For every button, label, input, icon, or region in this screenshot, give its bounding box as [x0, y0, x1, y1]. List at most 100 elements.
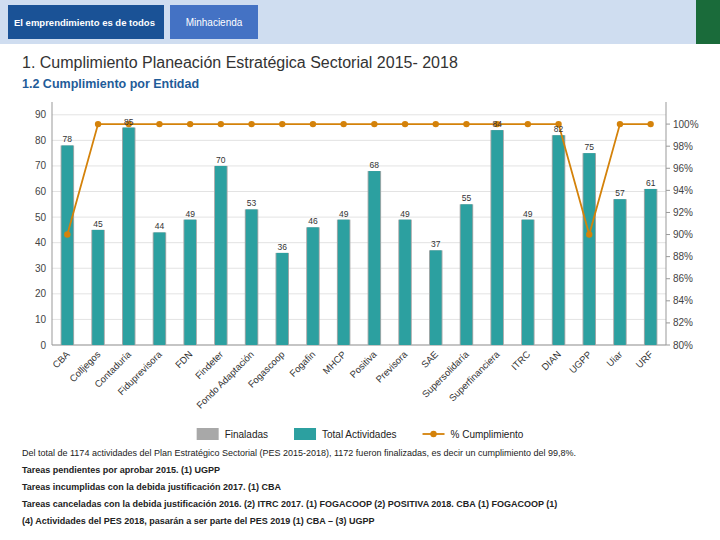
data-label: 45 — [93, 219, 103, 229]
x-tick-label: Previsora — [373, 348, 410, 385]
line-marker — [248, 121, 254, 127]
bar — [430, 250, 442, 345]
y2-tick — [666, 322, 670, 323]
y2-axis-line — [666, 102, 667, 345]
bar — [306, 227, 320, 345]
bar — [614, 199, 626, 345]
title: 1. Cumplimiento Planeación Estratégica S… — [22, 54, 458, 71]
legend-item: % Cumplimiento — [423, 429, 524, 440]
bar — [184, 220, 196, 345]
bar — [553, 135, 565, 345]
y-tick-label: 40 — [35, 237, 47, 248]
axes: 010203040506070809080%82%84%86%88%90%92%… — [35, 102, 699, 411]
header-text: El emprendimiento es de todos — [14, 17, 155, 28]
legend-item: Finaladas — [197, 428, 268, 440]
bar — [644, 189, 658, 345]
bar — [245, 209, 259, 345]
data-labels: 7845854449705336464968493755844982755761 — [63, 117, 656, 252]
line-marker — [525, 121, 531, 127]
data-label: 68 — [370, 160, 380, 170]
header-box — [170, 5, 258, 39]
y2-tick-label: 92% — [673, 207, 693, 218]
line-marker — [310, 121, 316, 127]
legend-label: Total Actividades — [322, 429, 397, 440]
x-tick-label: DIAN — [539, 349, 563, 373]
grid-line — [52, 114, 666, 115]
bar — [429, 250, 443, 345]
y2-tick — [666, 190, 670, 191]
y2-tick-label: 80% — [673, 340, 693, 351]
data-label: 46 — [308, 216, 318, 226]
y2-tick-label: 98% — [673, 141, 693, 152]
line-marker — [371, 121, 377, 127]
y-tick-label: 90 — [35, 109, 47, 120]
line-marker — [218, 121, 224, 127]
line-marker — [617, 121, 623, 127]
y-tick-label: 80 — [35, 135, 47, 146]
bar — [154, 232, 166, 345]
bar-series — [62, 128, 657, 345]
x-tick-label: Fiduprevisora — [115, 348, 164, 397]
data-label: 44 — [155, 221, 165, 231]
legend-label: % Cumplimiento — [451, 429, 524, 440]
x-axis-line — [52, 345, 666, 346]
line-marker — [586, 231, 592, 237]
line-marker — [463, 121, 469, 127]
grid-line — [52, 217, 666, 218]
data-label: 36 — [278, 242, 288, 252]
x-tick-label: SAE — [419, 349, 440, 370]
data-label: 75 — [585, 142, 595, 152]
y2-tick — [666, 345, 670, 346]
y-tick-label: 10 — [35, 314, 47, 325]
x-tick-label: ITRC — [509, 349, 533, 373]
data-label: 82 — [554, 124, 564, 134]
data-label: 49 — [185, 209, 195, 219]
data-label: 53 — [247, 198, 257, 208]
y-tick-label: 70 — [35, 160, 47, 171]
header: El emprendimiento es de todosMinhacienda — [0, 0, 720, 44]
bar — [338, 220, 350, 345]
bar — [491, 130, 503, 345]
x-tick-label: URF — [633, 349, 655, 371]
line-marker — [187, 121, 193, 127]
footer-text: Del total de 1174 actividades del Plan E… — [22, 448, 576, 458]
y2-tick — [666, 168, 670, 169]
footer-text: Tareas pendientes por aprobar 2015. (1) … — [22, 465, 220, 475]
y2-tick — [666, 234, 670, 235]
line-marker — [433, 121, 439, 127]
bar — [461, 204, 473, 345]
bar — [122, 128, 136, 345]
chart: El emprendimiento es de todosMinhacienda… — [0, 0, 720, 540]
footer-text: Tareas canceladas con la debida justific… — [22, 499, 557, 509]
y-tick-label: 30 — [35, 263, 47, 274]
data-label: 49 — [400, 209, 410, 219]
bar — [645, 189, 657, 345]
y2-tick — [666, 300, 670, 301]
y-tick-label: 50 — [35, 212, 47, 223]
data-label: 37 — [431, 239, 441, 249]
data-label: 84 — [492, 119, 502, 129]
x-tick-label: Fogafin — [287, 349, 317, 379]
bar — [123, 128, 135, 345]
y-tick-label: 0 — [40, 340, 46, 351]
bar — [398, 220, 412, 345]
y2-tick-label: 96% — [673, 163, 693, 174]
line-marker — [64, 231, 70, 237]
bar — [368, 171, 382, 345]
footer-text: Tareas incumplidas con la debida justifi… — [22, 482, 281, 492]
y2-tick-label: 100% — [673, 119, 699, 130]
bar — [183, 220, 197, 345]
bar — [307, 227, 319, 345]
bar — [153, 232, 167, 345]
bar — [275, 253, 289, 345]
x-tick-label: UGPP — [567, 349, 594, 376]
grid-line — [52, 319, 666, 320]
data-label: 49 — [339, 209, 349, 219]
y2-tick — [666, 124, 670, 125]
y2-tick — [666, 278, 670, 279]
grid-line — [52, 345, 666, 346]
header-box — [8, 5, 164, 39]
bar — [522, 220, 534, 345]
legend-swatch — [197, 428, 219, 440]
bar — [92, 230, 104, 345]
